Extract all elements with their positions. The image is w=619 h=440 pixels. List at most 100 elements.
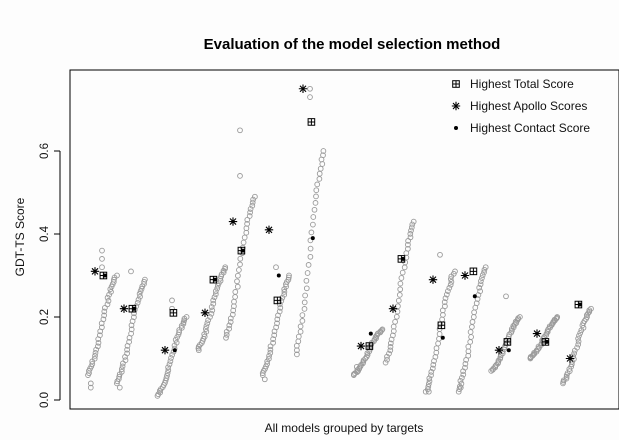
y-tick-label: 0.2 (39, 309, 51, 325)
model-point (137, 293, 143, 300)
model-point (311, 206, 318, 213)
contact-score-marker (577, 302, 582, 307)
legend: Highest Total Score Highest Apollo Scores… (451, 77, 590, 135)
model-point (448, 279, 455, 285)
model-point (301, 306, 308, 312)
contact-score-marker (276, 273, 281, 278)
model-point (201, 333, 208, 340)
model-point (307, 245, 314, 252)
model-point (442, 295, 449, 302)
target-group (382, 218, 417, 366)
target-group (259, 264, 292, 383)
model-point (467, 329, 474, 335)
model-point (99, 256, 105, 262)
model-point (477, 288, 483, 295)
model-point (585, 310, 591, 317)
model-point (313, 187, 320, 194)
y-tick-label: 0.0 (39, 392, 51, 408)
model-point (353, 363, 360, 370)
model-point (104, 301, 111, 308)
model-point (277, 304, 284, 311)
model-point (554, 314, 561, 320)
model-point (116, 373, 123, 380)
model-point (165, 364, 171, 371)
model-point (232, 289, 239, 295)
contact-score-marker (102, 273, 107, 278)
model-point (237, 173, 243, 179)
contact-score-marker (440, 335, 445, 340)
model-point (202, 326, 209, 332)
contact-score-marker (240, 248, 245, 253)
model-point (212, 288, 219, 295)
model-point (250, 196, 256, 203)
model-point (407, 234, 414, 241)
model-point (543, 330, 550, 337)
model-point (276, 301, 283, 308)
model-point (92, 350, 99, 356)
contact-score-marker (506, 348, 511, 353)
contact-score-marker (310, 236, 315, 241)
apollo-score-marker (460, 271, 470, 280)
model-point (312, 200, 319, 206)
model-point (183, 314, 190, 320)
model-point (307, 237, 314, 244)
model-point (241, 234, 248, 241)
contact-score-marker (212, 277, 217, 282)
model-point (220, 267, 227, 274)
total-score-marker-cross (170, 309, 177, 317)
model-point (314, 181, 321, 188)
model-point (576, 332, 582, 339)
model-point (387, 347, 394, 354)
model-point (274, 320, 280, 327)
model-point (270, 336, 276, 342)
model-point (118, 368, 125, 375)
model-point (397, 280, 404, 287)
plot-frame (69, 69, 619, 410)
model-point (226, 322, 233, 329)
target-group (488, 293, 523, 374)
apollo-score-marker (532, 329, 542, 338)
model-point (281, 289, 288, 295)
legend-item: Highest Contact Score (454, 121, 590, 135)
model-point (223, 331, 230, 338)
model-point (478, 278, 484, 284)
model-point (203, 328, 210, 335)
model-point (575, 338, 582, 345)
model-point (207, 314, 213, 320)
model-point (128, 322, 135, 329)
model-point (445, 288, 451, 294)
model-point (568, 361, 575, 368)
legend-apollo-icon (451, 101, 461, 111)
chart-title: Evaluation of the model selection method (204, 36, 501, 53)
model-point (226, 325, 232, 332)
model-point (87, 380, 94, 387)
target-group (527, 314, 561, 362)
model-point (479, 272, 486, 279)
model-points (85, 85, 594, 399)
apollo-score-marker (264, 225, 274, 235)
model-point (252, 193, 258, 200)
model-point (303, 277, 310, 284)
model-point (425, 388, 432, 395)
model-point (169, 305, 175, 312)
model-point (297, 323, 304, 330)
model-point (395, 297, 402, 304)
model-point (208, 310, 215, 317)
model-point (89, 361, 96, 367)
model-point (320, 148, 327, 154)
apollo-score-marker (200, 308, 210, 318)
model-point (452, 268, 458, 275)
contact-score-marker (131, 306, 136, 311)
contact-score-marker (172, 348, 177, 353)
model-point (267, 350, 274, 356)
model-point (307, 85, 313, 92)
model-point (266, 353, 272, 359)
model-point (91, 355, 98, 362)
model-point (133, 303, 140, 309)
model-point (101, 312, 107, 319)
model-point (99, 264, 105, 271)
model-point (246, 213, 253, 219)
model-point (137, 288, 144, 295)
model-point (465, 343, 472, 350)
model-point (124, 346, 130, 353)
